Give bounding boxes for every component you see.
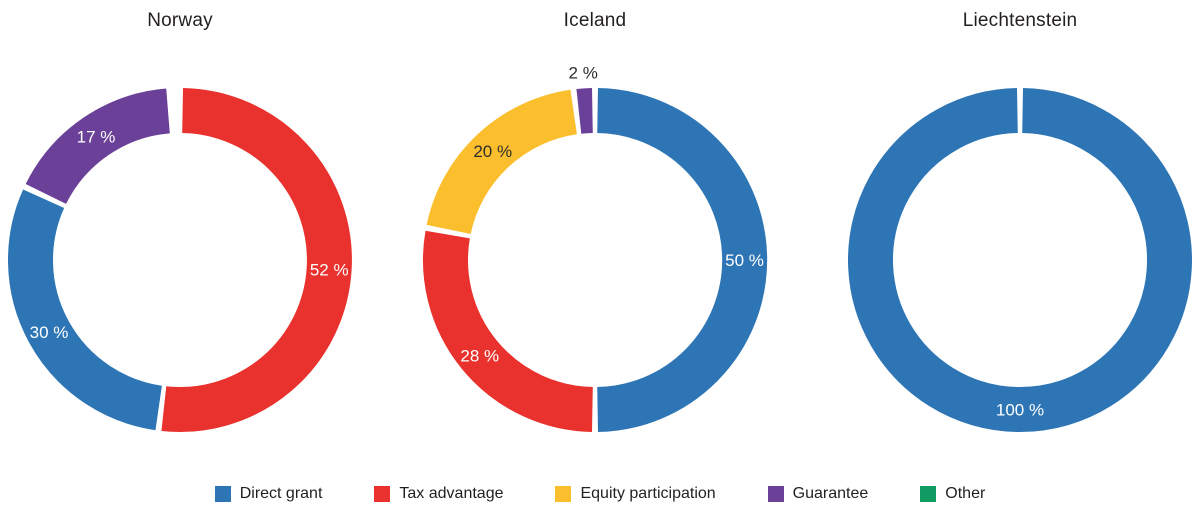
legend-item-guarantee: Guarantee <box>767 485 869 503</box>
legend-label: Guarantee <box>792 485 869 502</box>
legend-item-other: Other <box>920 485 985 503</box>
slice-value-label: 100 % <box>996 400 1044 419</box>
donut-chart-liechtenstein: 100 % <box>848 88 1192 432</box>
legend-label: Direct grant <box>239 485 323 502</box>
donut-chart-norway: 52 % 30 % 17 % <box>8 88 352 432</box>
slice-value-label: 52 % <box>310 260 349 279</box>
donut-slice-norway-guarantee <box>25 88 171 205</box>
legend-item-direct-grant: Direct grant <box>214 485 323 503</box>
legend-item-tax-advantage: Tax advantage <box>374 485 503 503</box>
donut-slice-norway-tax-advantage <box>161 88 352 432</box>
slice-value-label: 17 % <box>77 127 116 146</box>
slice-value-label: 28 % <box>460 346 499 365</box>
donut-slice-iceland-tax-advantage <box>423 230 594 432</box>
slice-value-label: 2 % <box>569 63 598 82</box>
donut-chart-iceland: 50 % 28 % 20 % 2 % <box>423 63 768 432</box>
donut-slice-iceland-direct-grant <box>596 88 768 432</box>
slice-value-label: 50 % <box>725 251 764 270</box>
legend-swatch-guarantee <box>767 486 784 502</box>
legend-swatch-equity-participation <box>555 486 572 502</box>
chart-title-iceland: Iceland <box>563 10 627 31</box>
slice-value-label: 20 % <box>473 142 512 161</box>
donut-slice-norway-direct-grant <box>8 189 163 431</box>
legend-label: Tax advantage <box>399 485 504 502</box>
legend-swatch-direct-grant <box>214 486 231 502</box>
donut-slice-iceland-equity-participation <box>426 89 578 235</box>
donut-slice-liechtenstein-direct-grant <box>848 88 1192 432</box>
slice-value-label: 30 % <box>30 323 69 342</box>
chart-title-norway: Norway <box>147 10 213 31</box>
legend-label: Other <box>945 485 986 502</box>
chart-title-liechtenstein: Liechtenstein <box>962 10 1078 31</box>
legend-swatch-other <box>920 486 937 502</box>
legend: Direct grant Tax advantage Equity partic… <box>0 478 1200 510</box>
legend-swatch-tax-advantage <box>374 486 391 502</box>
donut-slice-iceland-guarantee <box>576 88 594 134</box>
legend-label: Equity participation <box>580 485 716 502</box>
legend-item-equity-participation: Equity participation <box>555 485 716 503</box>
